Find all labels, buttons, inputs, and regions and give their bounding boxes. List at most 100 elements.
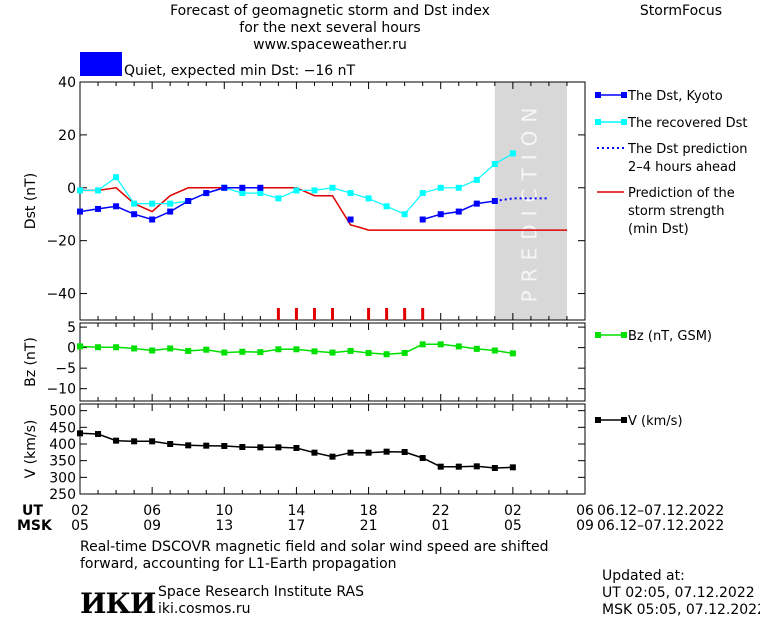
dst-ytick-label: 40 (58, 75, 76, 91)
chart-title-line1: Forecast of geomagnetic storm and Dst in… (170, 3, 490, 19)
speed-point (491, 465, 498, 471)
bz-point (509, 350, 516, 357)
ut-tick-label: 14 (288, 503, 306, 519)
dst-ytick-label: 20 (58, 128, 76, 144)
msk-tick-label: 09 (143, 518, 161, 534)
bz-point (167, 345, 174, 352)
bz-panel-frame (79, 322, 586, 402)
bz-point (293, 346, 300, 353)
ut-tick-label: 06 (576, 503, 594, 519)
recovered-dst-point (293, 187, 300, 194)
legend-marker-bz (595, 332, 601, 338)
v-ytick-label: 400 (49, 437, 76, 453)
msk-axis-label: MSK (17, 518, 53, 534)
v-ytick-label: 250 (49, 487, 76, 503)
speed-point (383, 448, 390, 455)
dst-kyoto-point (257, 184, 264, 191)
bz-axis-label: Bz (nT) (23, 337, 39, 387)
v-ytick-label: 450 (49, 420, 76, 436)
bz-ytick-label: −5 (55, 361, 76, 377)
institute-website[interactable]: iki.cosmos.ru (158, 601, 251, 617)
ut-tick-label: 10 (215, 503, 233, 519)
ut-tick-label: 18 (360, 503, 378, 519)
dst-kyoto-point (131, 211, 138, 218)
bz-point (131, 345, 138, 352)
dst-kyoto-point (77, 208, 83, 215)
recovered-dst-point (131, 200, 138, 207)
speed-point (437, 463, 444, 470)
institute-name: Space Research Institute RAS (158, 584, 364, 600)
recovered-dst-point (419, 190, 426, 197)
legend-marker-bz (621, 332, 627, 338)
dst-kyoto-point (149, 216, 156, 223)
recovered-dst-point (311, 187, 318, 194)
speed-point (293, 445, 300, 451)
legend-label-dst_prediction: The Dst prediction (627, 142, 748, 157)
speed-point (473, 463, 480, 470)
iki-logo: ИКИ (80, 587, 156, 620)
legend-marker-speed (595, 417, 601, 423)
v-panel-frame (79, 403, 586, 495)
bz-point (365, 349, 372, 356)
bz-point (239, 348, 246, 355)
legend-label-storm_strength: (min Dst) (628, 222, 689, 237)
bz-point (203, 346, 210, 353)
footer-note-line1: Real-time DSCOVR magnetic field and sola… (80, 539, 549, 555)
recovered-dst-point (383, 203, 390, 210)
dst-kyoto-point (167, 208, 174, 215)
speed-point (239, 444, 246, 450)
legend-label-recovered_dst: The recovered Dst (627, 116, 747, 131)
bz-point (437, 341, 444, 348)
ut-tick-label: 06 (143, 503, 161, 519)
msk-tick-label: 05 (71, 518, 89, 534)
dst-kyoto-point (473, 200, 480, 207)
ut-axis-label: UT (22, 503, 43, 519)
recovered-dst-point (347, 190, 354, 197)
legend-marker-recovered_dst (595, 119, 601, 125)
dst-ytick-label: −20 (46, 234, 76, 250)
v-axis-label: V (km/s) (23, 420, 39, 479)
dst-kyoto-point (203, 190, 210, 197)
recovered-dst-point (77, 187, 83, 194)
brand-name: StormFocus (639, 3, 722, 19)
recovered-dst-point (473, 176, 480, 183)
speed-point (401, 449, 408, 455)
footer-note-line2: forward, accounting for L1-Earth propaga… (80, 556, 397, 572)
speed-point (329, 453, 336, 460)
msk-tick-label: 09 (576, 518, 594, 534)
speed-point (365, 449, 372, 456)
dst-kyoto-point (347, 216, 354, 223)
recovered-dst-point (401, 211, 408, 218)
msk-tick-label: 17 (288, 518, 306, 534)
recovered-dst-point (257, 190, 264, 197)
bz-point (347, 347, 354, 354)
bz-point (401, 349, 408, 356)
recovered-dst-point (275, 195, 282, 202)
ut-tick-label: 22 (432, 503, 450, 519)
legend-label-speed: V (km/s) (628, 414, 683, 429)
legend-label-bz: Bz (nT, GSM) (628, 329, 712, 344)
bz-point (275, 346, 282, 353)
dst-kyoto-point (455, 208, 462, 215)
dst-kyoto-point (113, 203, 120, 210)
recovered-dst-point (509, 150, 516, 157)
recovered-dst-point (167, 200, 174, 207)
quiet-indicator (80, 52, 122, 76)
recovered-dst-point (239, 190, 246, 197)
dst-kyoto-point (221, 184, 228, 191)
recovered-dst-point (365, 195, 372, 202)
bz-point (149, 347, 156, 354)
updated-ut-time: UT 02:05, 07.12.2022 (602, 585, 755, 601)
dst-ytick-label: 0 (67, 181, 76, 197)
speed-point (275, 444, 282, 451)
quiet-status-text: Quiet, expected min Dst: −16 nT (124, 63, 356, 79)
recovered-dst-point (329, 184, 336, 191)
ut-tick-label: 02 (71, 503, 89, 519)
bz-point (95, 344, 102, 351)
bz-point (473, 345, 480, 352)
ut-date-range: 06.12–07.12.2022 (597, 503, 724, 519)
bz-point (221, 349, 228, 356)
chart-title-line2: for the next several hours (239, 20, 421, 36)
speed-point (95, 431, 102, 437)
bz-point (185, 347, 192, 354)
